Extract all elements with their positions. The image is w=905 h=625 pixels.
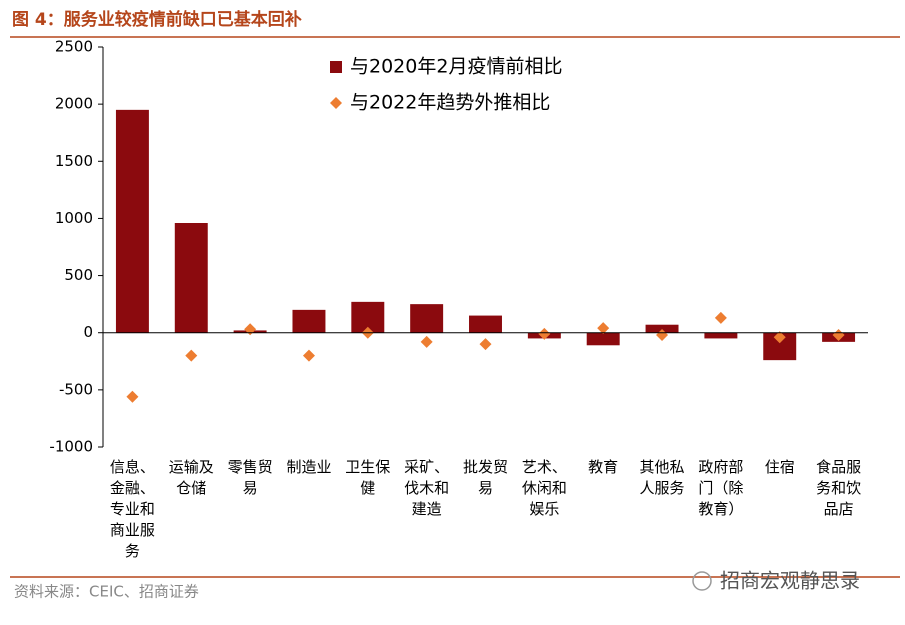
y-tick-label: 1500 xyxy=(55,152,93,170)
bar xyxy=(115,109,149,333)
diamond-marker xyxy=(538,327,551,340)
x-tick-label: 住宿 xyxy=(765,458,795,476)
x-tick-label: 信息、金融、专业和商业服务 xyxy=(110,458,155,560)
diamond-marker xyxy=(597,322,610,335)
y-tick-label: 500 xyxy=(64,266,93,284)
watermark-icon xyxy=(692,571,712,591)
y-tick-label: 2500 xyxy=(55,38,93,56)
diamond-marker xyxy=(185,349,198,362)
legend-swatch xyxy=(330,97,342,109)
x-tick-label: 卫生保健 xyxy=(345,458,390,497)
y-tick-label: 0 xyxy=(83,323,93,341)
x-tick-label: 零售贸易 xyxy=(228,458,273,497)
x-tick-label: 制造业 xyxy=(286,458,331,476)
diamond-marker xyxy=(773,331,786,344)
x-tick-label: 批发贸易 xyxy=(463,458,508,497)
diamond-marker xyxy=(420,335,433,348)
diamond-marker xyxy=(832,329,845,341)
legend-label: 与2020年2月疫情前相比 xyxy=(350,56,562,78)
diamond-marker xyxy=(714,311,727,324)
figure-title: 图 4：服务业较疫情前缺口已基本回补 xyxy=(12,9,302,30)
bar xyxy=(586,332,620,346)
bar xyxy=(292,309,326,333)
y-tick-label: 2000 xyxy=(55,95,93,113)
bar xyxy=(469,315,502,333)
x-tick-label: 其他私人服务 xyxy=(640,458,685,497)
watermark: 招商宏观静思录 xyxy=(720,569,860,593)
x-tick-label: 政府部门（除教育） xyxy=(698,458,743,518)
diamond-marker xyxy=(126,390,139,403)
x-tick-label: 艺术、休闲和娱乐 xyxy=(522,458,567,518)
bar xyxy=(174,223,208,333)
diamond-marker xyxy=(656,329,669,341)
bar xyxy=(645,324,679,333)
diamond-marker xyxy=(302,349,315,362)
plot: -1000 -500 0 500 1000 1500 2000 2500 信息、金融、专业和商业… xyxy=(49,38,868,560)
x-tick-label: 食品服务和饮品店 xyxy=(816,458,861,518)
x-tick-label: 运输及仓储 xyxy=(169,458,214,497)
bar xyxy=(410,304,444,333)
y-tick-label: -1000 xyxy=(49,438,93,456)
x-tick-label: 教育 xyxy=(588,458,618,476)
legend-label: 与2022年趋势外推相比 xyxy=(350,92,550,114)
bar xyxy=(704,332,738,339)
y-tick-label: 1000 xyxy=(55,209,93,227)
x-tick-label: 采矿、伐木和建造 xyxy=(404,458,449,518)
diamond-marker xyxy=(244,323,257,336)
source: 资料来源：CEIC、招商证券 xyxy=(14,583,199,601)
legend-swatch xyxy=(330,61,342,73)
y-tick-label: -500 xyxy=(59,380,93,398)
diamond-marker xyxy=(479,338,492,351)
